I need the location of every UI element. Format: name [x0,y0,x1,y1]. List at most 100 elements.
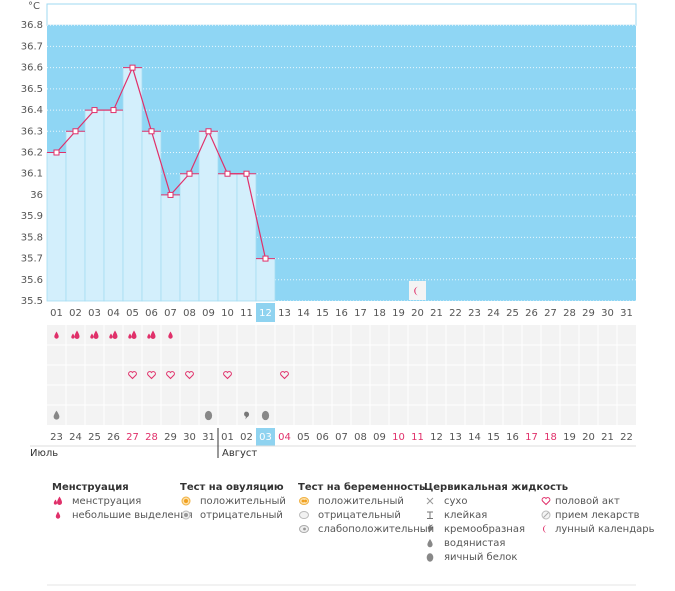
x-tick-label: 08 [183,308,196,319]
date-label: 06 [316,432,329,443]
legend-item: водянистая [444,538,505,549]
x-tick-label: 01 [50,308,63,319]
x-tick-label: 26 [525,308,538,319]
legend-item: половой акт [555,496,620,507]
x-tick-label: 17 [354,308,367,319]
legend-icon [55,511,61,519]
legend-item: отрицательный [200,510,283,521]
bar [236,173,257,302]
date-label: 31 [202,432,215,443]
fluid-icon [204,410,213,421]
date-label: 03 [259,432,272,443]
y-tick-label: 35.6 [21,275,43,286]
y-tick-label: 36.2 [21,148,43,159]
x-tick-label: 15 [316,308,329,319]
legend-icon [299,525,309,533]
legend-icon [53,496,62,505]
fluid-icon [261,410,270,421]
x-tick-label: 21 [430,308,443,319]
y-tick-label: 36.3 [21,126,43,137]
legend-icon [543,525,547,533]
legend-icon [426,553,434,562]
date-label: 11 [411,432,424,443]
point [262,255,269,262]
legend-icon [299,497,309,505]
legend-item: прием лекарств [555,510,640,521]
y-tick-label: 36.8 [21,20,43,31]
y-tick-label: 36.5 [21,84,43,95]
x-tick-label: 04 [107,308,120,319]
point [110,107,117,114]
date-label: 02 [240,432,253,443]
x-tick-label: 14 [297,308,310,319]
date-label: 15 [487,432,500,443]
x-tick-label: 19 [392,308,405,319]
x-tick-label: 05 [126,308,139,319]
date-label: 23 [50,432,63,443]
x-tick-label: 06 [145,308,158,319]
point [129,64,136,71]
legend-icon [427,539,433,548]
bar [179,173,200,302]
date-label: 12 [430,432,443,443]
bar [84,109,105,302]
date-label: 13 [449,432,462,443]
date-label: 08 [354,432,367,443]
date-label: 17 [525,432,538,443]
date-label: 07 [335,432,348,443]
x-tick-label: 20 [411,308,424,319]
y-tick-label: 35.7 [21,254,43,265]
date-label: 16 [506,432,519,443]
date-label: 25 [88,432,101,443]
date-label: 29 [164,432,177,443]
point [205,128,212,135]
date-label: 19 [563,432,576,443]
x-tick-label: 28 [563,308,576,319]
date-label: 24 [69,432,82,443]
date-label: 22 [620,432,633,443]
date-label: 30 [183,432,196,443]
x-tick-label: 30 [601,308,614,319]
rows-bg [47,325,636,425]
x-tick-label: 25 [506,308,519,319]
bar [160,194,181,302]
y-tick-label: 36.6 [21,63,43,74]
bar [141,130,162,302]
date-label: 09 [373,432,386,443]
legend-item: клейкая [444,510,487,521]
date-label: 14 [468,432,481,443]
x-tick-label: 03 [88,308,101,319]
x-tick-label: 12 [259,308,272,319]
date-label: 10 [392,432,405,443]
bar [198,130,219,302]
x-tick-label: 23 [468,308,481,319]
point [224,170,231,177]
point [53,149,60,156]
date-label: 27 [126,432,139,443]
date-label: 05 [297,432,310,443]
legend-item: небольшие выделения [72,510,193,521]
bar [65,130,86,302]
legend-title: Тест на беременность [298,481,425,493]
date-label: 20 [582,432,595,443]
date-label: 21 [601,432,614,443]
legend-icon [181,510,191,520]
point [148,128,155,135]
legend-item: слабоположительный [318,524,434,535]
x-tick-label: 18 [373,308,386,319]
x-tick-label: 10 [221,308,234,319]
point [186,170,193,177]
date-label: 26 [107,432,120,443]
bar [255,258,276,302]
date-label: 04 [278,432,291,443]
legend-title: Цервикальная жидкость [424,482,568,493]
month-label: Июль [30,448,58,459]
x-tick-label: 24 [487,308,500,319]
legend-item: сухо [444,496,467,507]
bar [46,152,67,302]
legend-item: менструация [72,496,141,507]
x-tick-label: 31 [620,308,633,319]
legend-icon [181,496,191,506]
legend-title: Менструация [52,482,129,493]
